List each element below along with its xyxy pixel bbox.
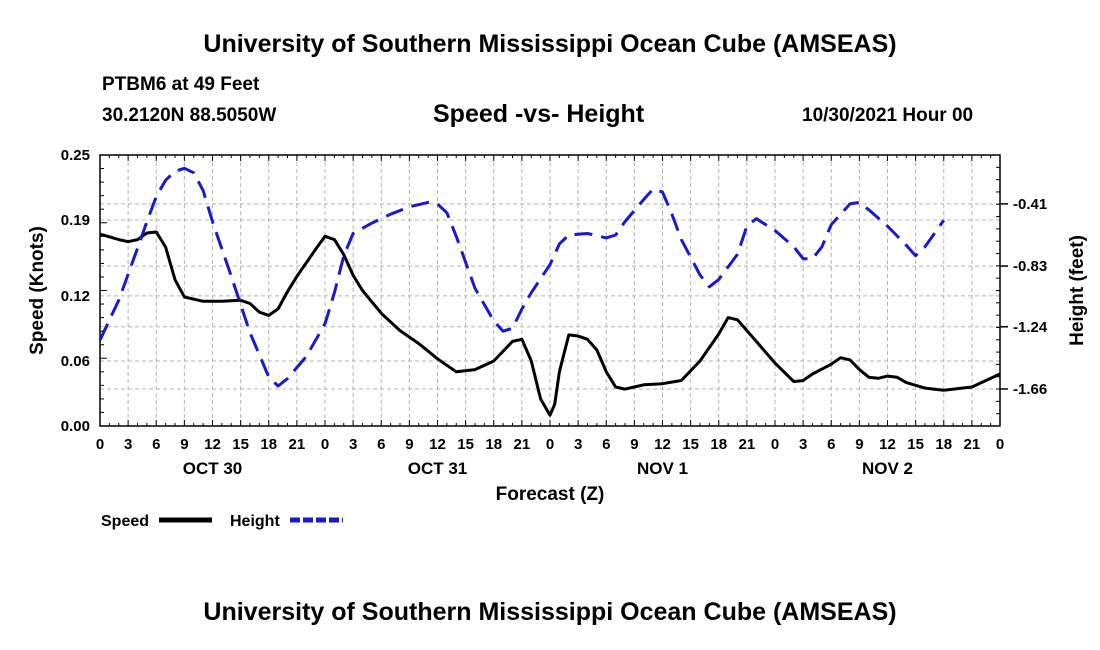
x-tick-label: 0 (321, 436, 329, 453)
legend-label-height: Height (230, 513, 280, 530)
x-tick-label: 0 (96, 436, 104, 453)
x-tick-label: 3 (574, 436, 582, 453)
x-day-label: OCT 31 (408, 459, 468, 478)
y-right-tick-label: -1.24 (1013, 319, 1048, 336)
footer-title: University of Southern Mississippi Ocean… (203, 598, 897, 626)
x-tick-label: 9 (630, 436, 638, 453)
x-tick-label: 0 (771, 436, 779, 453)
x-tick-label: 12 (429, 436, 446, 453)
x-tick-label: 9 (855, 436, 863, 453)
y-left-tick-label: 0.00 (61, 418, 90, 435)
x-day-label: NOV 1 (637, 459, 688, 478)
x-tick-label: 6 (377, 436, 385, 453)
y-right-tick-label: -0.83 (1013, 258, 1047, 275)
x-tick-label: 21 (289, 436, 306, 453)
legend-label-speed: Speed (101, 513, 149, 530)
x-tick-label: 0 (996, 436, 1004, 453)
x-tick-label: 3 (349, 436, 357, 453)
x-tick-label: 15 (457, 436, 474, 453)
y-axis-title-left: Speed (Knots) (27, 226, 48, 355)
x-tick-label: 18 (260, 436, 277, 453)
x-tick-label: 21 (514, 436, 531, 453)
coordinates-label: 30.2120N 88.5050W (102, 105, 277, 126)
chart-title: Speed -vs- Height (433, 100, 645, 128)
x-tick-label: 21 (964, 436, 981, 453)
x-tick-label: 15 (907, 436, 924, 453)
station-label: PTBM6 at 49 Feet (102, 74, 260, 95)
x-tick-label: 15 (232, 436, 249, 453)
x-tick-label: 9 (180, 436, 188, 453)
x-day-label: NOV 2 (862, 459, 913, 478)
y-axis-title-right: Height (feet) (1067, 235, 1088, 346)
x-tick-label: 18 (485, 436, 502, 453)
y-left-tick-label: 0.25 (61, 147, 90, 164)
x-tick-label: 12 (879, 436, 896, 453)
series-line-height (98, 166, 946, 388)
x-tick-label: 18 (935, 436, 952, 453)
x-tick-label: 12 (654, 436, 671, 453)
forecast-datetime: 10/30/2021 Hour 00 (802, 105, 974, 126)
x-tick-label: 15 (682, 436, 699, 453)
x-tick-label: 3 (124, 436, 132, 453)
x-tick-label: 3 (799, 436, 807, 453)
page-title: University of Southern Mississippi Ocean… (203, 30, 897, 58)
y-right-tick-label: -0.41 (1013, 196, 1047, 213)
x-tick-label: 0 (546, 436, 554, 453)
x-tick-label: 12 (204, 436, 221, 453)
x-tick-label: 9 (405, 436, 413, 453)
x-tick-label: 6 (602, 436, 610, 453)
y-left-tick-label: 0.12 (61, 288, 90, 305)
x-tick-label: 6 (152, 436, 160, 453)
x-tick-label: 6 (827, 436, 835, 453)
y-right-tick-label: -1.66 (1013, 381, 1047, 398)
x-axis-title: Forecast (Z) (496, 484, 605, 505)
x-tick-label: 21 (739, 436, 756, 453)
series-line-speed (99, 230, 1001, 417)
x-tick-label: 18 (710, 436, 727, 453)
y-left-tick-label: 0.19 (61, 212, 90, 229)
y-left-tick-label: 0.06 (61, 353, 90, 370)
x-day-label: OCT 30 (183, 459, 243, 478)
